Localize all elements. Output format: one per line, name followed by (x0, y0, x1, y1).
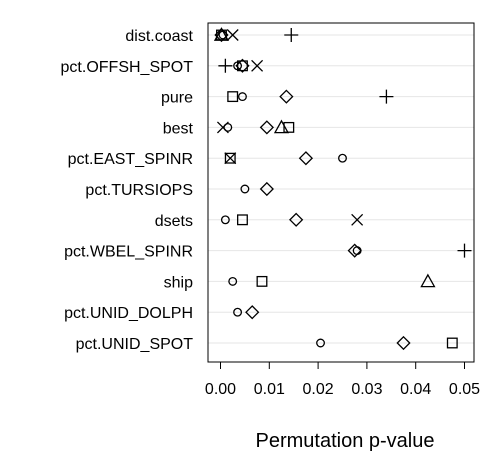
point-square (216, 29, 227, 41)
point-cross (216, 121, 229, 134)
category-label: pct.UNID_SPOT (76, 336, 194, 353)
x-axis-label: Permutation p-value (256, 430, 435, 452)
point-circle (223, 122, 233, 132)
point-square (237, 214, 248, 226)
x-tick-label: 0.01 (254, 381, 285, 398)
x-axis: 0.00 0.01 0.02 0.03 0.04 0.05 (205, 362, 480, 398)
category-label: dsets (155, 213, 193, 230)
x-tick-label: 0.03 (351, 381, 382, 398)
point-cross (351, 213, 364, 226)
point-cross (226, 29, 239, 41)
point-triangle (273, 119, 290, 134)
point-plus (218, 58, 233, 73)
category-label: pct.TURSIOPS (85, 182, 193, 199)
point-diamond (259, 181, 274, 197)
point-diamond (298, 151, 314, 166)
x-tick-label: 0.04 (400, 381, 431, 398)
x-tick-label: 0.02 (303, 381, 334, 398)
point-diamond (396, 335, 411, 351)
point-cross (224, 152, 237, 165)
point-square (446, 337, 458, 349)
point-diamond (289, 212, 304, 227)
point-plus (284, 28, 299, 42)
point-triangle (420, 273, 436, 288)
point-square (283, 121, 295, 133)
category-label: pct.UNID_DOLPH (64, 305, 193, 322)
point-cross (251, 59, 264, 72)
point-plus (379, 89, 394, 104)
point-circle (233, 307, 243, 317)
point-diamond (279, 89, 294, 104)
point-plus (457, 243, 472, 258)
category-label: pct.OFFSH_SPOT (61, 59, 194, 76)
point-circle (228, 276, 238, 286)
point-square (256, 275, 268, 287)
point-circle (220, 215, 230, 225)
point-diamond (235, 58, 250, 73)
category-label: pct.EAST_SPINR (68, 151, 193, 168)
point-diamond (259, 120, 274, 135)
gridlines (208, 34, 474, 344)
category-label: best (163, 120, 194, 137)
point-diamond (347, 243, 362, 258)
category-label: dist.coast (125, 28, 193, 45)
category-label: pure (161, 90, 193, 107)
point-circle (316, 338, 325, 348)
point-diamond (214, 27, 229, 43)
point-square (227, 91, 239, 103)
point-circle (338, 153, 347, 163)
point-diamond (245, 305, 260, 320)
point-circle (240, 184, 250, 194)
point-square (237, 60, 248, 72)
point-circle (238, 92, 247, 102)
category-label: ship (164, 274, 193, 291)
data-points (213, 27, 472, 351)
x-tick-label: 0.00 (205, 381, 236, 398)
x-tick-label: 0.05 (449, 381, 480, 398)
plot-frame (207, 22, 475, 363)
point-square (224, 152, 236, 164)
category-label: pct.WBEL_SPINR (64, 244, 193, 261)
